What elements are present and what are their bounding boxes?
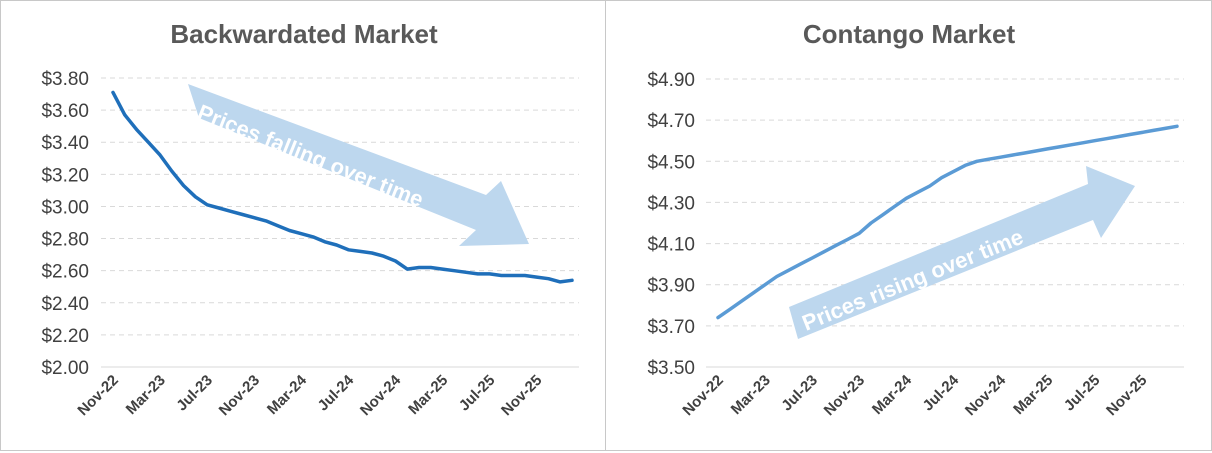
y-tick-label: $2.80 bbox=[41, 230, 89, 251]
x-tick-label: Jul-24 bbox=[315, 371, 358, 414]
y-tick-label: $4.70 bbox=[647, 111, 695, 132]
y-tick-label: $4.30 bbox=[647, 193, 695, 214]
arrow-label: Prices rising over time bbox=[799, 224, 1027, 336]
series-line bbox=[716, 124, 1179, 320]
y-tick-label: $4.10 bbox=[647, 235, 695, 256]
contango-chart-panel: Contango Market Prices rising over time … bbox=[605, 0, 1212, 451]
y-tick-label: $4.50 bbox=[647, 152, 695, 173]
y-axis-ticks: $2.00 $2.20 $2.40 $2.60 $2.80 $3.00 $3.20 $3.40… bbox=[41, 69, 89, 379]
y-tick-label: $3.60 bbox=[41, 101, 89, 122]
falling-arrow: Prices falling over time bbox=[188, 84, 529, 246]
y-tick-label: $3.50 bbox=[647, 358, 695, 379]
x-tick-label: Mar-24 bbox=[869, 371, 916, 418]
x-tick-label: Nov-25 bbox=[498, 372, 545, 419]
y-tick-label: $2.00 bbox=[41, 358, 89, 379]
x-axis-ticks: Nov-22 Mar-23 Jul-23 Nov-23 Mar-24 Jul-24 Nov-… bbox=[74, 371, 545, 419]
x-tick-label: Nov-23 bbox=[821, 372, 868, 419]
x-tick-label: Mar-23 bbox=[728, 372, 774, 418]
backwardated-chart-panel: Backwardated Market Prices falling over … bbox=[0, 0, 606, 451]
y-tick-label: $2.40 bbox=[41, 294, 89, 315]
y-tick-label: $2.60 bbox=[41, 262, 89, 283]
chart-title: Backwardated Market bbox=[170, 19, 438, 49]
backwardated-chart: Backwardated Market Prices falling over … bbox=[41, 19, 579, 419]
y-tick-label: $3.40 bbox=[41, 133, 89, 154]
x-tick-label: Mar-25 bbox=[1010, 372, 1056, 418]
arrow-label: Prices falling over time bbox=[194, 99, 427, 212]
chart-title: Contango Market bbox=[803, 19, 1016, 49]
y-tick-label: $3.00 bbox=[41, 197, 89, 218]
y-tick-label: $3.80 bbox=[41, 69, 89, 90]
x-tick-label: Jul-25 bbox=[1061, 372, 1104, 415]
y-axis-ticks: $3.50 $3.70 $3.90 $4.10 $4.30 $4.50 $4.70 $4.90 bbox=[647, 70, 695, 379]
x-tick-label: Nov-25 bbox=[1103, 372, 1150, 419]
x-tick-label: Mar-25 bbox=[405, 372, 451, 418]
x-axis-ticks: Nov-22 Mar-23 Jul-23 Nov-23 Mar-24 Jul-24 Nov-… bbox=[679, 371, 1150, 419]
y-tick-label: $4.90 bbox=[647, 70, 695, 91]
y-tick-label: $3.20 bbox=[41, 165, 89, 186]
x-tick-label: Mar-24 bbox=[264, 371, 311, 418]
y-tick-label: $3.70 bbox=[647, 317, 695, 338]
x-tick-label: Mar-23 bbox=[123, 372, 169, 418]
x-tick-label: Jul-23 bbox=[173, 372, 216, 415]
x-tick-label: Jul-23 bbox=[778, 372, 821, 415]
x-tick-label: Nov-23 bbox=[216, 372, 263, 419]
contango-chart: Contango Market Prices rising over time … bbox=[647, 19, 1184, 419]
y-tick-label: $2.20 bbox=[41, 326, 89, 347]
x-tick-label: Jul-25 bbox=[456, 372, 499, 415]
y-tick-label: $3.90 bbox=[647, 276, 695, 297]
gridlines bbox=[706, 78, 1184, 368]
x-tick-label: Jul-24 bbox=[920, 371, 963, 414]
x-tick-label: Nov-24 bbox=[357, 371, 405, 419]
rising-arrow: Prices rising over time bbox=[789, 166, 1135, 339]
series-line bbox=[111, 90, 574, 284]
x-tick-label: Nov-24 bbox=[962, 371, 1010, 419]
